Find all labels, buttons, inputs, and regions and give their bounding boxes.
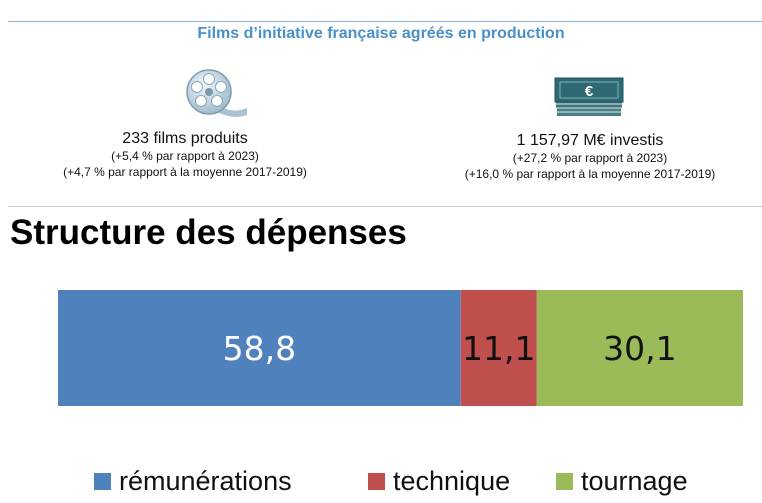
stat-films-sub1: (+5,4 % par rapport à 2023) (111, 149, 259, 163)
legend-label-tournage: tournage (581, 466, 688, 496)
legend-swatch-tournage (556, 473, 573, 490)
data-label-technique: 11,1 (462, 329, 535, 368)
stat-films-main: 233 films produits (122, 130, 248, 147)
stat-investment-sub1: (+27,2 % par rapport à 2023) (512, 151, 668, 165)
bar-segment-remunerations (58, 290, 461, 406)
section-title: Structure des dépenses (10, 213, 407, 252)
film-reel-icon (183, 68, 249, 120)
section-divider (8, 206, 762, 207)
stat-films-sub2: (+4,7 % par rapport à la moyenne 2017-20… (63, 165, 307, 179)
legend-label-technique: technique (393, 466, 511, 496)
data-label-remunerations: 58,8 (223, 329, 296, 368)
header-rule (8, 21, 762, 22)
legend-item-tournage: tournage (556, 466, 688, 497)
stat-investment-sub2: (+16,0 % par rapport à la moyenne 2017-2… (464, 167, 716, 181)
stat-investment-main: 1 157,97 M€ investis (516, 132, 664, 149)
legend-swatch-remunerations (94, 473, 111, 490)
euro-symbol: € (585, 83, 594, 100)
legend-item-technique: technique (368, 466, 510, 497)
euro-banknotes-icon: € (553, 74, 625, 118)
data-label-tournage: 30,1 (603, 329, 676, 368)
header-title: Films d’initiative française agréés en p… (197, 25, 565, 42)
bar-segment-tournage (536, 290, 743, 406)
legend-item-remunerations: rémunérations (94, 466, 292, 497)
bar-segment-technique (460, 290, 537, 406)
stat-investment: 1 157,97 M€ investis (+27,2 % par rappor… (420, 132, 760, 182)
legend-swatch-technique (368, 473, 385, 490)
legend-label-remunerations: rémunérations (119, 466, 292, 496)
stat-films: 233 films produits (+5,4 % par rapport à… (20, 130, 350, 180)
stacked-bar-chart: 58,8 11,1 30,1 (58, 290, 743, 406)
